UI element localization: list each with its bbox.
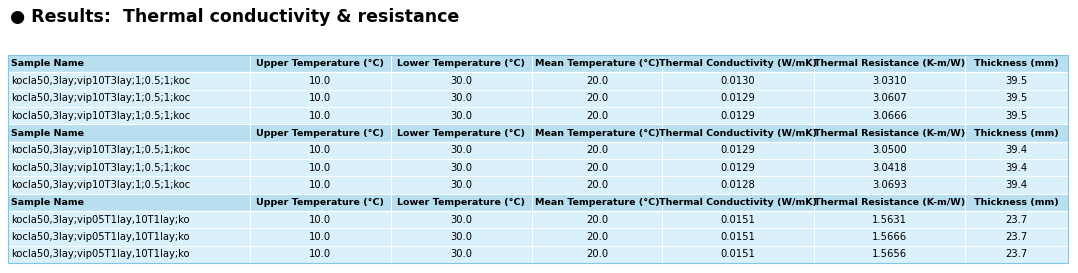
Text: 20.0: 20.0 [585, 163, 608, 173]
Text: 3.0607: 3.0607 [872, 93, 907, 103]
Text: Thickness (mm): Thickness (mm) [975, 59, 1059, 68]
Text: 20.0: 20.0 [585, 232, 608, 242]
Text: kocla50,3lay;vip10T3lay;1;0.5;1;koc: kocla50,3lay;vip10T3lay;1;0.5;1;koc [11, 93, 190, 103]
Text: 30.0: 30.0 [451, 163, 472, 173]
Text: 10.0: 10.0 [309, 163, 331, 173]
Text: 0.0129: 0.0129 [720, 111, 756, 121]
Text: ● Results:  Thermal conductivity & resistance: ● Results: Thermal conductivity & resist… [10, 8, 459, 26]
Text: 20.0: 20.0 [585, 145, 608, 155]
Text: 20.0: 20.0 [585, 249, 608, 259]
Text: 30.0: 30.0 [451, 249, 472, 259]
Text: Thermal Conductivity (W/mK): Thermal Conductivity (W/mK) [659, 129, 817, 138]
Text: 10.0: 10.0 [309, 249, 331, 259]
Text: 0.0129: 0.0129 [720, 145, 756, 155]
Bar [8, 176, 1068, 194]
Text: Mean Temperature (°C): Mean Temperature (°C) [535, 198, 659, 207]
Text: 1.5666: 1.5666 [872, 232, 907, 242]
Text: 3.0500: 3.0500 [872, 145, 907, 155]
Text: 39.4: 39.4 [1006, 163, 1027, 173]
Text: 30.0: 30.0 [451, 145, 472, 155]
Bar [8, 211, 1068, 228]
Text: 23.7: 23.7 [1006, 232, 1027, 242]
Text: 30.0: 30.0 [451, 76, 472, 86]
Text: Lower Temperature (°C): Lower Temperature (°C) [397, 198, 525, 207]
Text: 3.0666: 3.0666 [872, 111, 907, 121]
Text: 20.0: 20.0 [585, 215, 608, 225]
Text: 10.0: 10.0 [309, 111, 331, 121]
Text: 10.0: 10.0 [309, 76, 331, 86]
Text: Thermal Resistance (K-m/W): Thermal Resistance (K-m/W) [814, 198, 965, 207]
Text: Thickness (mm): Thickness (mm) [975, 198, 1059, 207]
Text: 1.5656: 1.5656 [872, 249, 907, 259]
Text: 10.0: 10.0 [309, 145, 331, 155]
Text: 20.0: 20.0 [585, 93, 608, 103]
Bar [8, 72, 1068, 90]
Bar [8, 107, 1068, 124]
Text: Lower Temperature (°C): Lower Temperature (°C) [397, 59, 525, 68]
Text: 20.0: 20.0 [585, 76, 608, 86]
Text: 0.0129: 0.0129 [720, 163, 756, 173]
Text: Upper Temperature (°C): Upper Temperature (°C) [257, 129, 384, 138]
Text: 0.0151: 0.0151 [720, 215, 756, 225]
Bar [8, 55, 1068, 72]
Text: 0.0151: 0.0151 [720, 232, 756, 242]
Text: Mean Temperature (°C): Mean Temperature (°C) [535, 129, 659, 138]
Bar [8, 228, 1068, 246]
Text: Thermal Resistance (K-m/W): Thermal Resistance (K-m/W) [814, 59, 965, 68]
Text: 39.5: 39.5 [1006, 76, 1027, 86]
Bar [8, 159, 1068, 176]
Text: Thermal Resistance (K-m/W): Thermal Resistance (K-m/W) [814, 129, 965, 138]
Text: 20.0: 20.0 [585, 111, 608, 121]
Text: Thermal Conductivity (W/mK): Thermal Conductivity (W/mK) [659, 59, 817, 68]
Text: 23.7: 23.7 [1006, 249, 1027, 259]
Text: Mean Temperature (°C): Mean Temperature (°C) [535, 59, 659, 68]
Text: kocla50,3lay;vip10T3lay;1;0.5;1;koc: kocla50,3lay;vip10T3lay;1;0.5;1;koc [11, 145, 190, 155]
Text: Thermal Conductivity (W/mK): Thermal Conductivity (W/mK) [659, 198, 817, 207]
Text: 39.5: 39.5 [1006, 93, 1027, 103]
Text: 30.0: 30.0 [451, 93, 472, 103]
Bar [8, 142, 1068, 159]
Text: 20.0: 20.0 [585, 180, 608, 190]
Text: 23.7: 23.7 [1006, 215, 1027, 225]
Text: 39.4: 39.4 [1006, 145, 1027, 155]
Text: 3.0693: 3.0693 [872, 180, 907, 190]
Text: 3.0418: 3.0418 [872, 163, 907, 173]
Text: 0.0129: 0.0129 [720, 93, 756, 103]
Bar [8, 55, 1068, 263]
Text: kocla50,3lay;vip05T1lay,10T1lay;ko: kocla50,3lay;vip05T1lay,10T1lay;ko [11, 249, 190, 259]
Text: 39.4: 39.4 [1006, 180, 1027, 190]
Text: Sample Name: Sample Name [11, 198, 84, 207]
Text: kocla50,3lay;vip05T1lay,10T1lay;ko: kocla50,3lay;vip05T1lay,10T1lay;ko [11, 215, 190, 225]
Text: Upper Temperature (°C): Upper Temperature (°C) [257, 59, 384, 68]
Text: kocla50,3lay;vip10T3lay;1;0.5;1;koc: kocla50,3lay;vip10T3lay;1;0.5;1;koc [11, 76, 190, 86]
Text: 10.0: 10.0 [309, 93, 331, 103]
Text: kocla50,3lay;vip10T3lay;1;0.5;1;koc: kocla50,3lay;vip10T3lay;1;0.5;1;koc [11, 163, 190, 173]
Text: Lower Temperature (°C): Lower Temperature (°C) [397, 129, 525, 138]
Text: Sample Name: Sample Name [11, 59, 84, 68]
Text: Thickness (mm): Thickness (mm) [975, 129, 1059, 138]
Bar [8, 194, 1068, 211]
Text: 30.0: 30.0 [451, 215, 472, 225]
Bar [8, 246, 1068, 263]
Bar [8, 124, 1068, 142]
Text: 30.0: 30.0 [451, 180, 472, 190]
Text: 0.0128: 0.0128 [720, 180, 756, 190]
Text: 10.0: 10.0 [309, 180, 331, 190]
Text: 30.0: 30.0 [451, 232, 472, 242]
Text: 39.5: 39.5 [1006, 111, 1027, 121]
Bar [8, 90, 1068, 107]
Text: 10.0: 10.0 [309, 215, 331, 225]
Text: 0.0130: 0.0130 [720, 76, 755, 86]
Text: kocla50,3lay;vip10T3lay;1;0.5;1;koc: kocla50,3lay;vip10T3lay;1;0.5;1;koc [11, 180, 190, 190]
Text: 10.0: 10.0 [309, 232, 331, 242]
Text: 30.0: 30.0 [451, 111, 472, 121]
Text: Upper Temperature (°C): Upper Temperature (°C) [257, 198, 384, 207]
Text: kocla50,3lay;vip10T3lay;1;0.5;1;koc: kocla50,3lay;vip10T3lay;1;0.5;1;koc [11, 111, 190, 121]
Text: 0.0151: 0.0151 [720, 249, 756, 259]
Text: Sample Name: Sample Name [11, 129, 84, 138]
Text: kocla50,3lay;vip05T1lay,10T1lay;ko: kocla50,3lay;vip05T1lay,10T1lay;ko [11, 232, 190, 242]
Text: 1.5631: 1.5631 [872, 215, 907, 225]
Text: 3.0310: 3.0310 [872, 76, 907, 86]
